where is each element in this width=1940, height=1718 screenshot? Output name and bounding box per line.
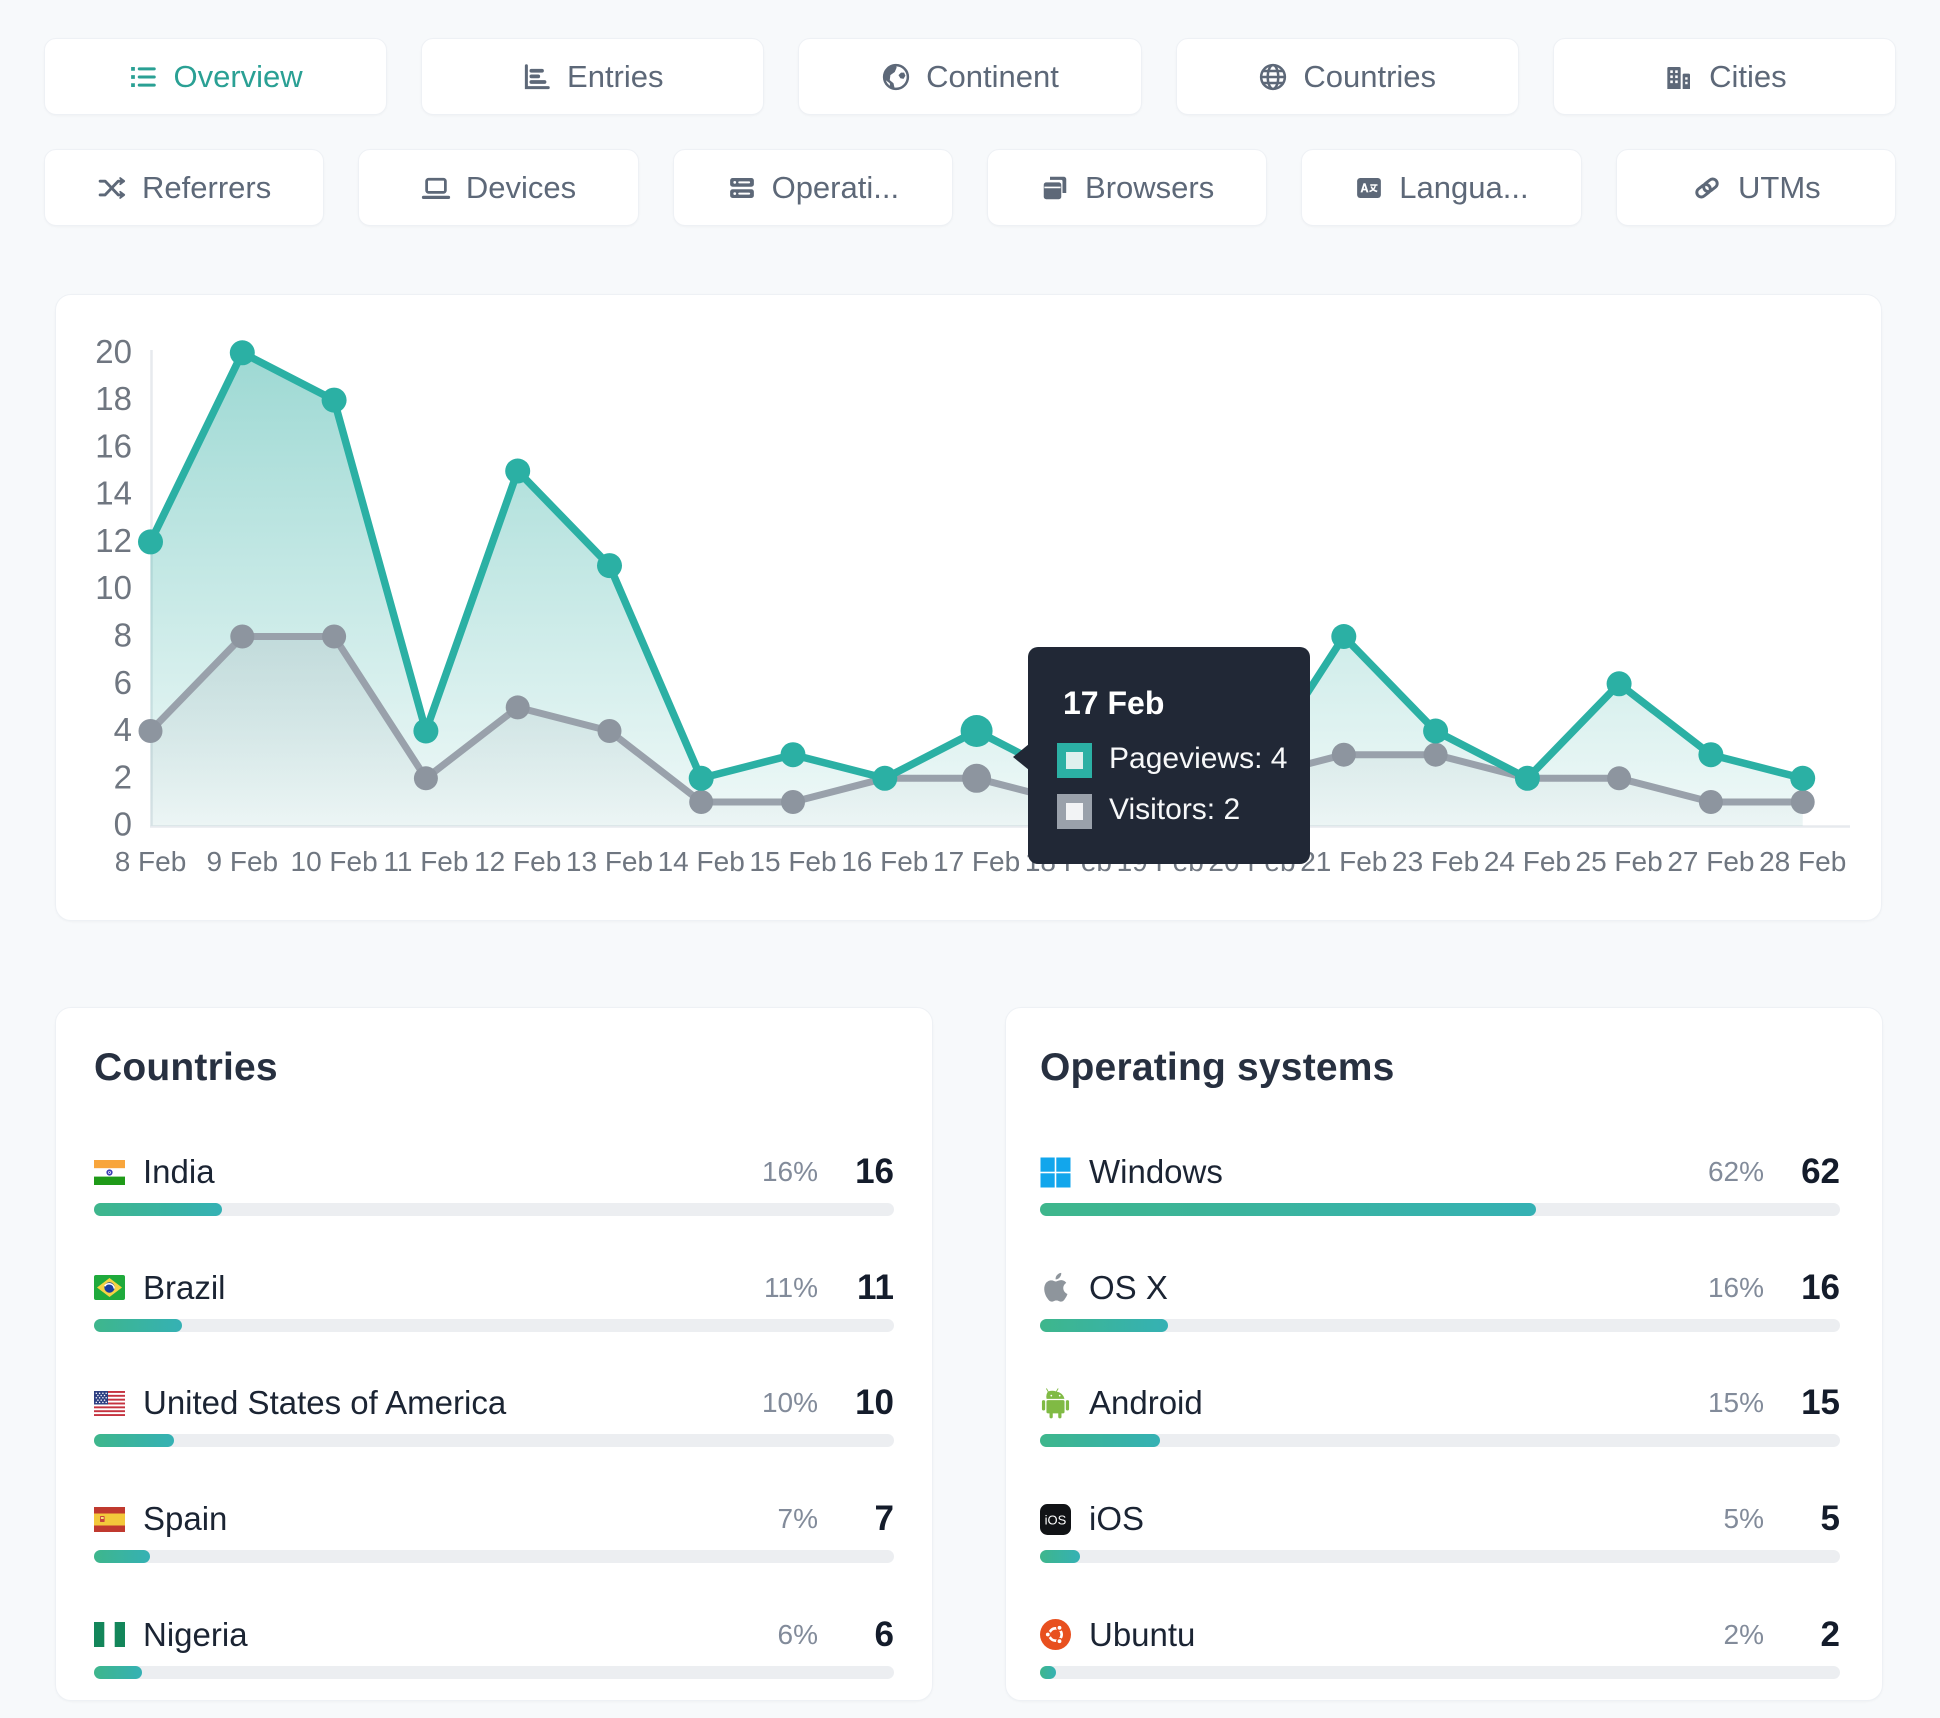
svg-text:15 Feb: 15 Feb	[749, 846, 836, 877]
svg-text:25 Feb: 25 Feb	[1576, 846, 1663, 877]
svg-text:13 Feb: 13 Feb	[566, 846, 653, 877]
svg-text:14 Feb: 14 Feb	[658, 846, 745, 877]
svg-text:Pageviews: 4: Pageviews: 4	[1109, 742, 1287, 775]
svg-text:4: 4	[114, 711, 132, 748]
svg-text:Visitors: 2: Visitors: 2	[1109, 793, 1240, 826]
svg-text:14: 14	[95, 475, 132, 512]
svg-text:23 Feb: 23 Feb	[1392, 846, 1479, 877]
svg-text:21 Feb: 21 Feb	[1300, 846, 1387, 877]
svg-text:17 Feb: 17 Feb	[933, 846, 1020, 877]
svg-text:9 Feb: 9 Feb	[206, 846, 278, 877]
svg-text:10: 10	[95, 569, 132, 606]
svg-text:8 Feb: 8 Feb	[115, 846, 187, 877]
svg-text:10 Feb: 10 Feb	[291, 846, 378, 877]
svg-text:12 Feb: 12 Feb	[474, 846, 561, 877]
svg-text:6: 6	[114, 664, 132, 701]
svg-text:16: 16	[95, 427, 132, 464]
svg-text:28 Feb: 28 Feb	[1759, 846, 1846, 877]
svg-text:iOS: iOS	[1045, 1512, 1067, 1527]
svg-text:27 Feb: 27 Feb	[1667, 846, 1754, 877]
svg-text:18: 18	[95, 380, 132, 417]
svg-text:12: 12	[95, 522, 132, 559]
svg-text:20: 20	[95, 333, 132, 370]
svg-text:0: 0	[114, 806, 132, 843]
svg-text:16 Feb: 16 Feb	[841, 846, 928, 877]
svg-text:17 Feb: 17 Feb	[1063, 685, 1164, 721]
svg-text:2: 2	[114, 758, 132, 795]
svg-text:11 Feb: 11 Feb	[383, 846, 468, 877]
svg-text:8: 8	[114, 617, 132, 654]
svg-text:24 Feb: 24 Feb	[1484, 846, 1571, 877]
